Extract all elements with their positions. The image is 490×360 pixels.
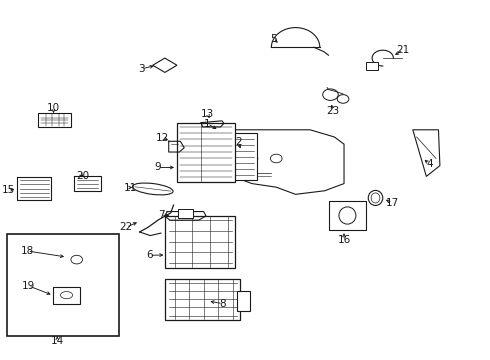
Bar — [366, 62, 378, 69]
Text: 2: 2 — [235, 138, 242, 147]
Text: 19: 19 — [22, 281, 35, 291]
Text: 12: 12 — [156, 133, 170, 143]
Ellipse shape — [60, 292, 73, 299]
Text: 10: 10 — [47, 103, 60, 113]
Bar — [177, 123, 235, 182]
Text: 23: 23 — [327, 106, 340, 116]
Text: 15: 15 — [1, 185, 15, 195]
Text: 16: 16 — [338, 235, 351, 245]
Text: 17: 17 — [386, 198, 399, 208]
Bar — [165, 216, 235, 268]
Bar — [38, 113, 71, 127]
Bar — [328, 201, 367, 230]
Text: 20: 20 — [76, 171, 89, 181]
Polygon shape — [153, 58, 177, 72]
Text: 9: 9 — [154, 162, 161, 172]
Text: 18: 18 — [21, 246, 34, 256]
Ellipse shape — [132, 183, 173, 195]
Bar — [7, 234, 119, 336]
Bar — [53, 287, 80, 304]
Text: 13: 13 — [201, 109, 214, 119]
Text: 22: 22 — [120, 222, 133, 232]
Text: 14: 14 — [51, 336, 64, 346]
Bar — [233, 134, 257, 180]
Text: 1: 1 — [204, 119, 211, 129]
Text: 6: 6 — [146, 250, 153, 260]
Text: 5: 5 — [270, 34, 277, 44]
Text: 11: 11 — [123, 183, 137, 193]
Bar — [165, 279, 240, 320]
Text: 4: 4 — [426, 159, 433, 169]
Bar — [178, 210, 193, 219]
Text: 21: 21 — [396, 45, 410, 55]
Bar — [238, 291, 249, 311]
Polygon shape — [413, 130, 440, 176]
Ellipse shape — [371, 193, 380, 203]
Text: 8: 8 — [220, 299, 226, 309]
Ellipse shape — [368, 190, 383, 206]
Text: 3: 3 — [138, 64, 145, 74]
Ellipse shape — [339, 207, 356, 224]
Text: 7: 7 — [158, 210, 164, 220]
